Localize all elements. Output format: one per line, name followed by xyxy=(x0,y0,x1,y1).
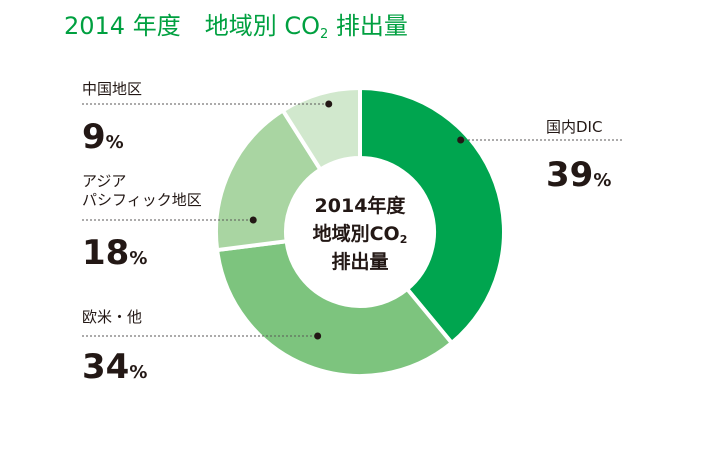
leader-dot-4 xyxy=(325,100,333,108)
slice-label-line: 国内DIC xyxy=(546,118,602,136)
slice-value-number: 39 xyxy=(546,155,593,195)
chart-title-suffix: 排出量 xyxy=(328,12,408,40)
center-label-line2-main: 地域別CO xyxy=(313,222,400,245)
donut-slices xyxy=(214,85,506,378)
leader-dot-2 xyxy=(314,332,322,340)
slice-label-4: 中国地区 xyxy=(82,80,142,98)
center-label-line1: 2014年度 xyxy=(315,194,407,217)
slice-value-unit: % xyxy=(593,170,611,191)
leader-dot-3 xyxy=(249,216,257,224)
chart-title-subscript: 2 xyxy=(320,27,328,42)
center-label-line3: 排出量 xyxy=(331,250,388,273)
slice-label-line: アジア xyxy=(82,172,126,190)
slice-3 xyxy=(214,107,324,253)
chart-title: 2014 年度 地域別 CO2 排出量 xyxy=(64,12,408,42)
slice-label-line: パシフィック地区 xyxy=(82,191,202,209)
slice-label-1: 国内DIC xyxy=(546,118,602,136)
center-label-line2-sub: 2 xyxy=(400,233,408,246)
center-label-line2: 地域別CO2 xyxy=(313,222,408,246)
slice-value-2: 34% xyxy=(82,347,147,387)
slice-value-number: 9 xyxy=(82,117,106,157)
slice-4 xyxy=(280,85,362,173)
center-label: 2014年度 地域別CO2 排出量 xyxy=(313,194,408,273)
slice-label-line: 中国地区 xyxy=(82,80,142,98)
slice-value-number: 18 xyxy=(82,233,129,273)
slice-label-2: 欧米・他 xyxy=(82,308,142,326)
leader-lines xyxy=(82,100,622,340)
slice-value-4: 9% xyxy=(82,117,124,157)
slice-label-line: 欧米・他 xyxy=(82,308,142,326)
leader-dot-1 xyxy=(457,136,465,144)
slice-value-unit: % xyxy=(129,248,147,269)
slice-value-number: 34 xyxy=(82,347,129,387)
slice-2 xyxy=(214,239,455,378)
slice-label-3: アジアパシフィック地区 xyxy=(82,172,202,209)
slice-value-3: 18% xyxy=(82,233,147,273)
slice-value-1: 39% xyxy=(546,155,611,195)
chart-title-main: 2014 年度 地域別 CO xyxy=(64,12,320,40)
slice-value-unit: % xyxy=(129,362,147,383)
slice-1 xyxy=(358,85,506,346)
slice-labels: 国内DIC 39% 欧米・他 34% アジアパシフィック地区 18% 中国地区 9% xyxy=(82,80,611,387)
slice-value-unit: % xyxy=(106,132,124,153)
